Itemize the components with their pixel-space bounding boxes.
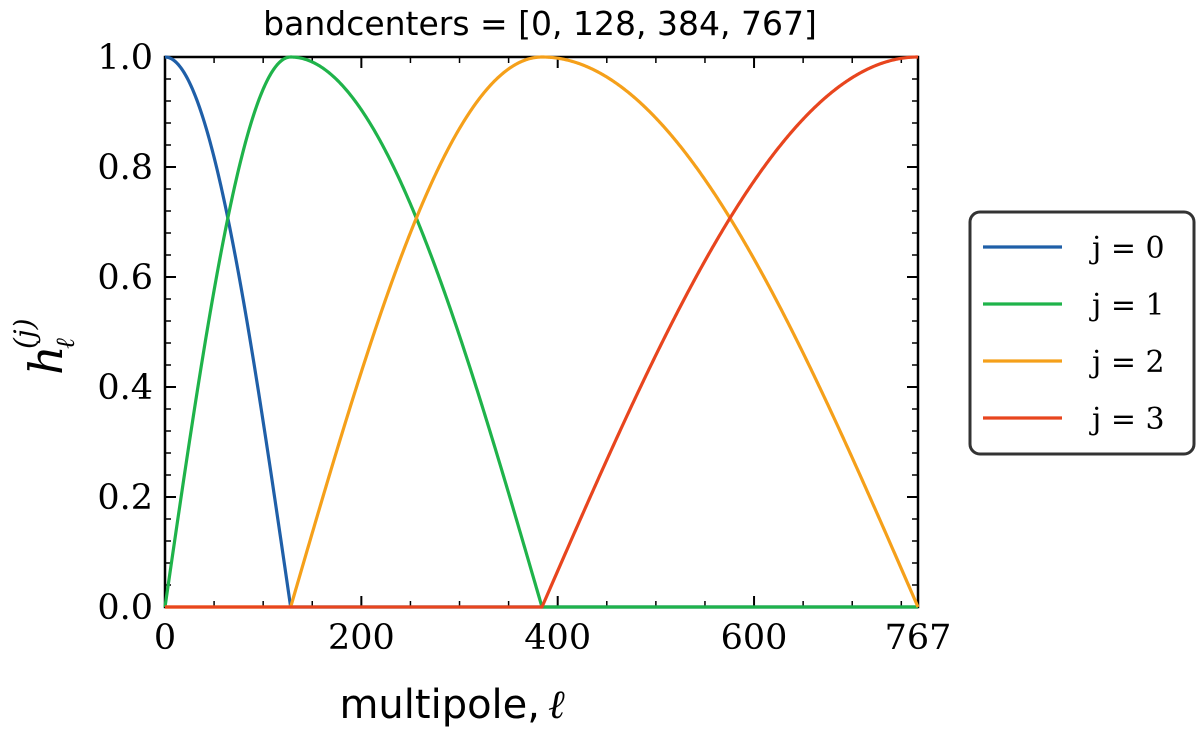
y-axis-label-sup: (j) bbox=[8, 318, 41, 349]
legend-label-j0: j = 0 bbox=[1089, 231, 1165, 266]
y-axis-label-sub: ℓ bbox=[51, 338, 81, 349]
chart-title: bandcenters = [0, 128, 384, 767] bbox=[263, 4, 817, 43]
x-axis-label: multipole, ℓ bbox=[339, 682, 565, 728]
x-axis-ticks: 0 200 400 600 767 bbox=[154, 57, 952, 658]
y-tick-label: 1.0 bbox=[97, 38, 153, 78]
y-tick-label: 0.2 bbox=[97, 478, 153, 518]
y-axis-ticks: 0.0 0.2 0.4 0.6 0.8 1.0 bbox=[97, 38, 918, 628]
y-tick-label: 0.0 bbox=[97, 588, 153, 628]
y-tick-label: 0.8 bbox=[97, 148, 153, 188]
series-lines bbox=[163, 55, 920, 609]
legend-label-j3: j = 3 bbox=[1089, 402, 1165, 437]
x-tick-label: 400 bbox=[524, 618, 591, 658]
series-line-j3 bbox=[164, 55, 919, 609]
series-line-j0 bbox=[164, 55, 919, 609]
y-axis-label: h (j) ℓ bbox=[8, 318, 81, 375]
legend-label-j2: j = 2 bbox=[1089, 345, 1165, 380]
x-tick-label: 600 bbox=[721, 618, 788, 658]
y-axis-label-main: h bbox=[19, 345, 73, 375]
legend-box bbox=[968, 210, 1196, 456]
legend-label-j1: j = 1 bbox=[1089, 288, 1165, 323]
legend: j = 0 j = 1 j = 2 j = 3 bbox=[968, 210, 1196, 456]
x-tick-label: 767 bbox=[885, 618, 952, 658]
x-axis-label-symbol: ℓ bbox=[548, 682, 565, 728]
y-tick-label: 0.4 bbox=[97, 368, 153, 408]
x-tick-label: 200 bbox=[328, 618, 395, 658]
x-tick-label: 0 bbox=[154, 618, 176, 658]
x-axis-label-text: multipole, bbox=[339, 682, 540, 728]
y-tick-label: 0.6 bbox=[97, 258, 153, 298]
